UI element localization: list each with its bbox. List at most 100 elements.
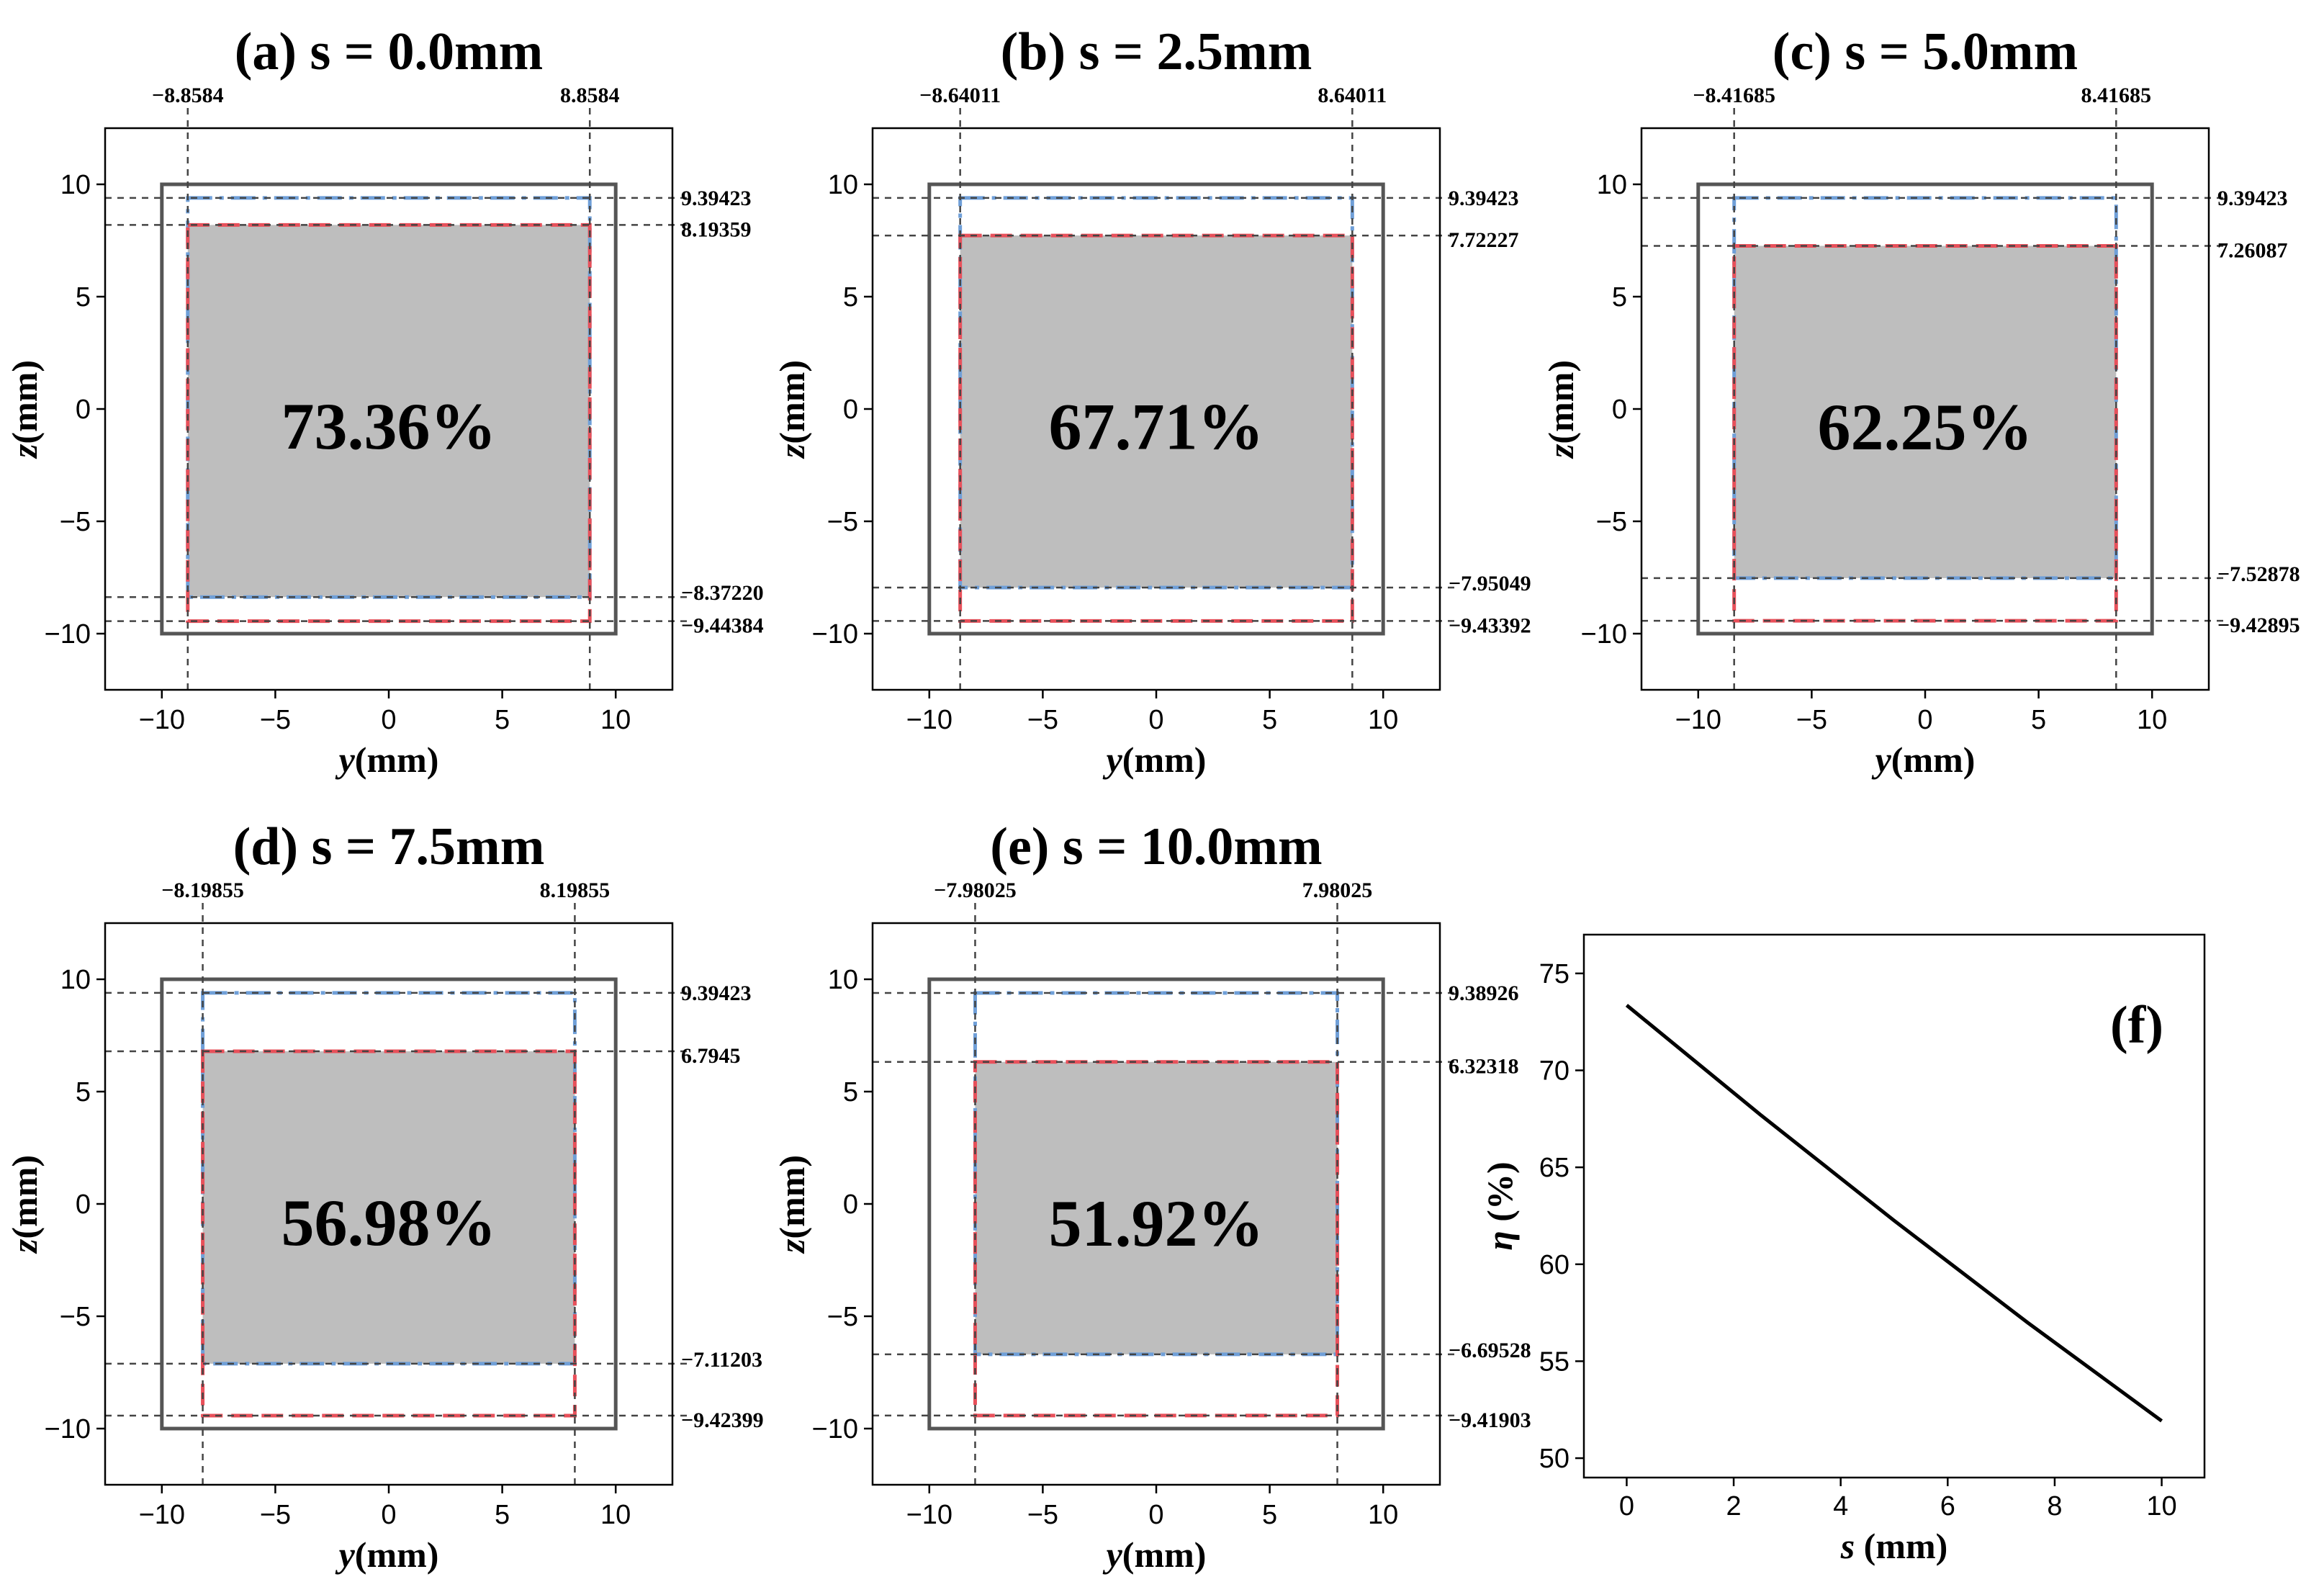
panel-title: (a) s = 0.0mm (235, 22, 544, 81)
y-bound-label-right: 8.8584 (560, 84, 620, 107)
y-tick-label: −10 (1581, 619, 1627, 649)
x-tick-label: −10 (139, 1500, 185, 1530)
x-tick-label: 10 (2137, 705, 2167, 735)
y-tick-label: 5 (76, 282, 91, 313)
x-tick-label: 5 (1262, 705, 1277, 735)
y-bound-label-left: −8.19855 (161, 878, 244, 902)
shaded-region (960, 235, 1353, 588)
z-bound-label-red-top: 6.7945 (681, 1044, 741, 1068)
y-axis-unit: (%) (1479, 1161, 1520, 1231)
y-axis-label: z(mm) (772, 360, 812, 459)
x-tick-label: 0 (381, 1500, 396, 1530)
shaded-region (187, 225, 590, 598)
shaded-region (1734, 246, 2117, 578)
shaded-region (975, 1061, 1338, 1354)
y-tick-label: 0 (843, 395, 858, 425)
x-axis-unit: (mm) (1855, 1526, 1947, 1566)
x-axis-unit: (mm) (1891, 739, 1976, 780)
efficiency-label: 67.71% (1049, 390, 1264, 464)
x-tick-label: −5 (1796, 705, 1827, 735)
z-bound-label-red-bottom: −9.41903 (1449, 1408, 1531, 1432)
panel-title: (b) s = 2.5mm (1001, 22, 1312, 81)
y-tick-label: 5 (1612, 282, 1627, 313)
y-bound-label-right: 8.41685 (2081, 84, 2152, 107)
y-tick-label: −5 (1596, 507, 1627, 537)
y-tick-label: 0 (76, 1190, 91, 1220)
z-bound-label-red-bottom: −9.44384 (681, 614, 764, 638)
y-bound-label-left: −8.64011 (919, 84, 1001, 107)
y-axis-var: z (4, 444, 45, 459)
x-tick-label: 6 (1940, 1491, 1955, 1521)
y-tick-label: 60 (1539, 1250, 1569, 1280)
z-bound-label-red-bottom: −9.42895 (2217, 613, 2300, 637)
outer-square (160, 977, 618, 1431)
x-tick-label: −5 (260, 1500, 291, 1530)
x-axis-label: y(mm) (1103, 1534, 1207, 1575)
panel-d: (d) s = 7.5mm 9.39423 6.7945 −7.11203 −9.423… (4, 817, 764, 1575)
shaded-region (202, 1051, 575, 1364)
x-tick-label: 0 (1917, 705, 1932, 735)
y-tick-label: 10 (60, 170, 91, 200)
y-tick-label: −5 (60, 1302, 91, 1332)
x-tick-label: 10 (600, 1500, 631, 1530)
x-tick-label: 0 (1148, 705, 1163, 735)
y-tick-label: 10 (60, 965, 91, 995)
y-tick-label: 0 (843, 1190, 858, 1220)
x-tick-label: 0 (381, 705, 396, 735)
y-tick-label: 10 (828, 965, 858, 995)
x-axis-var: y (335, 739, 356, 780)
y-tick-label: 70 (1539, 1056, 1569, 1087)
z-bound-label-red-top: 8.19359 (681, 217, 752, 241)
z-bound-label-blue-bottom: −7.11203 (681, 1348, 762, 1372)
outer-square (160, 182, 618, 636)
y-tick-label: 5 (843, 1077, 858, 1107)
panel-title: (c) s = 5.0mm (1773, 22, 2078, 81)
x-tick-label: 5 (495, 1500, 510, 1530)
x-tick-label: 8 (2047, 1491, 2062, 1521)
y-axis-label: η (%) (1479, 1161, 1520, 1250)
x-axis-var: s (1840, 1526, 1855, 1566)
x-axis-label: y(mm) (335, 739, 439, 780)
y-bound-label-left: −8.41685 (1693, 84, 1775, 107)
y-axis-var: η (1479, 1231, 1520, 1250)
z-bound-label-red-bottom: −9.43392 (1449, 613, 1531, 637)
x-axis-unit: (mm) (355, 739, 439, 780)
y-tick-label: 50 (1539, 1444, 1569, 1474)
y-tick-label: −10 (812, 1414, 858, 1444)
y-axis-unit: (mm) (772, 360, 812, 444)
x-tick-label: −5 (1027, 705, 1058, 735)
z-bound-label-blue-top: 9.39423 (681, 186, 752, 210)
z-bound-label-blue-bottom: −7.52878 (2217, 562, 2300, 586)
z-bound-label-red-top: 7.72227 (1449, 228, 1519, 252)
y-axis-var: z (772, 444, 812, 459)
z-bound-label-blue-top: 9.38926 (1449, 981, 1519, 1005)
x-tick-label: 4 (1833, 1491, 1848, 1521)
x-tick-label: −10 (139, 705, 185, 735)
x-axis-label: y(mm) (1103, 739, 1207, 780)
x-tick-label: −10 (1675, 705, 1721, 735)
x-axis-unit: (mm) (1122, 1534, 1207, 1575)
outer-square (927, 182, 1385, 636)
z-bound-label-blue-bottom: −8.37220 (681, 581, 764, 605)
panel-a: (a) s = 0.0mm 9.39423 8.19359 −8.37220 −9.44… (4, 22, 764, 780)
y-axis-label: z(mm) (772, 1155, 812, 1254)
efficiency-label: 51.92% (1049, 1187, 1264, 1260)
panel-title: (f) (2110, 996, 2163, 1055)
x-tick-label: −5 (260, 705, 291, 735)
panel-f: 0 2 4 6 8 10 50 55 60 65 70 75 (f) s (mm) η (%) (1479, 933, 2206, 1566)
panel-e: (e) s = 10.0mm 9.38926 6.32318 −6.69528 −9.4… (772, 817, 1531, 1575)
y-tick-label: 10 (1597, 170, 1627, 200)
x-axis-label: y(mm) (1872, 739, 1976, 780)
y-bound-label-left: −8.8584 (152, 84, 224, 107)
x-tick-label: 2 (1726, 1491, 1741, 1521)
y-tick-label: −10 (45, 1414, 91, 1444)
efficiency-label: 73.36% (282, 390, 497, 463)
panel-title: (e) s = 10.0mm (990, 817, 1322, 876)
z-bound-label-red-top: 6.32318 (1449, 1055, 1519, 1079)
y-bound-label-left: −7.98025 (934, 878, 1017, 902)
y-axis-unit: (mm) (772, 1155, 812, 1239)
x-tick-label: 10 (1368, 1500, 1398, 1530)
panel-title: (d) s = 7.5mm (233, 817, 545, 876)
x-axis-label: s (mm) (1840, 1526, 1948, 1566)
